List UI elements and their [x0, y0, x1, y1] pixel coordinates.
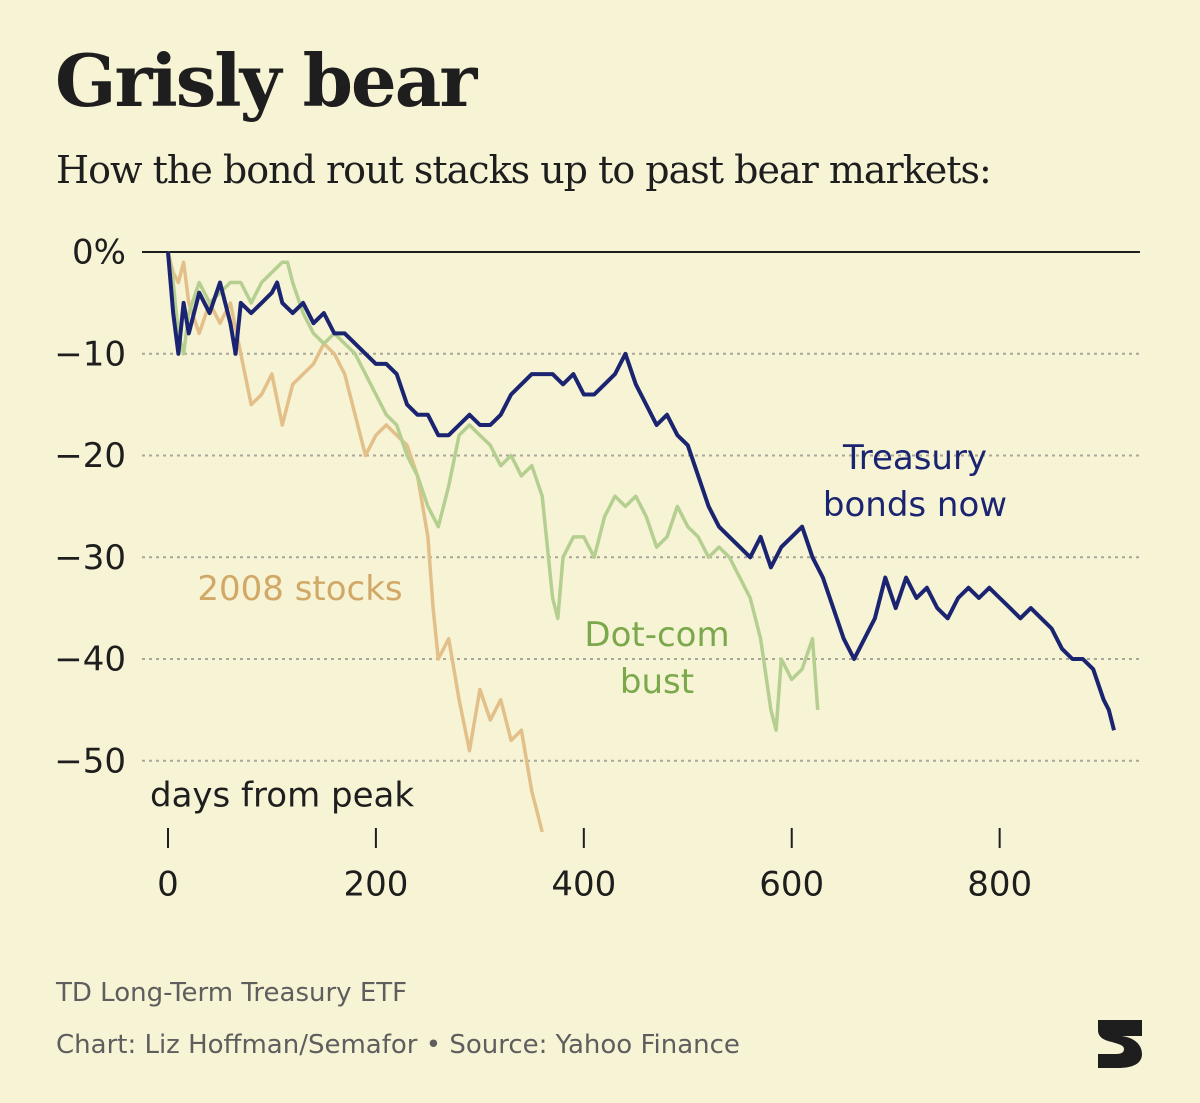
- chart: days from peak 0% −10 −20 −30 −40 −50 0 200 400 6…: [54, 233, 1140, 905]
- series-label: 2008 stocks: [197, 569, 403, 609]
- line-series: [166, 251, 820, 732]
- x-tick-label: 200: [343, 865, 408, 905]
- line-series: [166, 251, 1116, 731]
- series-label: Dot-com bust: [584, 615, 730, 702]
- x-axis-label: days from peak: [150, 776, 414, 816]
- y-tick-label: −20: [54, 436, 126, 476]
- logo: [1098, 1020, 1142, 1068]
- y-tick-label: −40: [54, 640, 126, 680]
- line-series: [166, 251, 544, 833]
- source: Chart: Liz Hoffman/Semafor • Source: Yah…: [56, 1030, 740, 1060]
- chart-title: Grisly bear: [55, 38, 477, 123]
- series-label: Treasury bonds now: [822, 438, 1008, 525]
- x-tick-label: 0: [157, 865, 179, 905]
- y-tick-label: −10: [54, 334, 126, 374]
- note: TD Long-Term Treasury ETF: [56, 978, 408, 1008]
- x-tick-label: 600: [759, 865, 824, 905]
- chart-subtitle: How the bond rout stacks up to past bear…: [56, 148, 992, 192]
- x-tick-label: 800: [967, 865, 1032, 905]
- y-tick-label: 0%: [72, 233, 126, 273]
- x-tick-label: 400: [551, 865, 616, 905]
- y-tick-label: −30: [54, 538, 126, 578]
- y-tick-label: −50: [54, 741, 126, 781]
